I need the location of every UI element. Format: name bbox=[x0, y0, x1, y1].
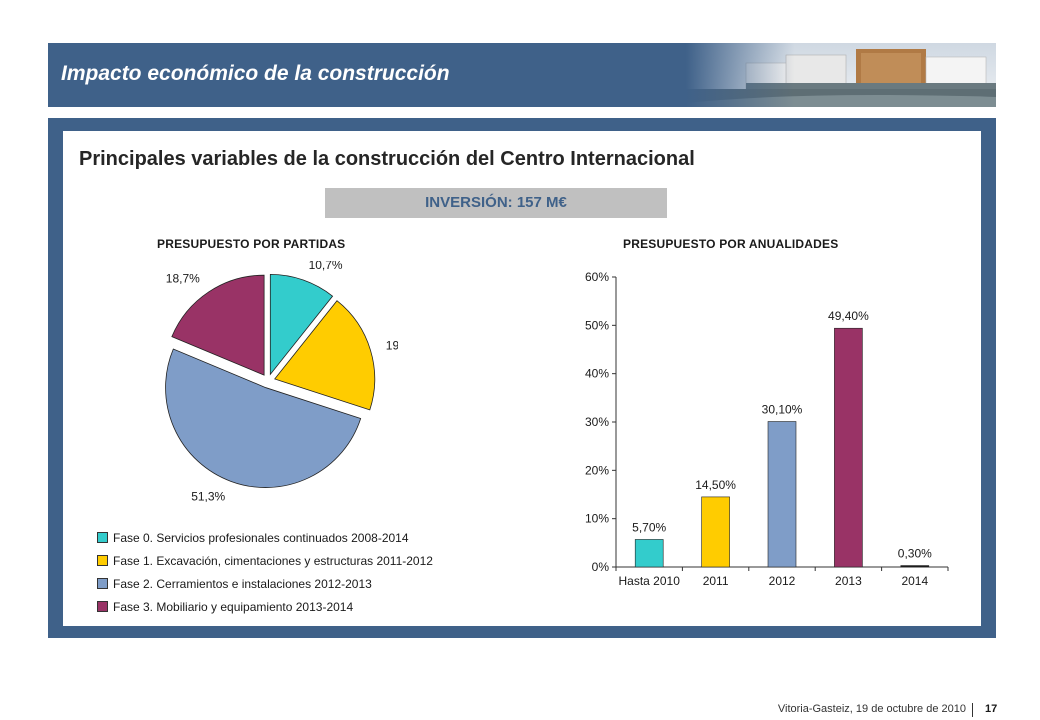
x-tick-label: 2014 bbox=[901, 574, 928, 588]
legend-item-fase1: Fase 1. Excavación, cimentaciones y estr… bbox=[97, 549, 433, 572]
bar-4 bbox=[900, 565, 930, 568]
legend-swatch-fase3 bbox=[97, 601, 108, 612]
page-title: Principales variables de la construcción… bbox=[79, 148, 695, 170]
pie-chart: 10,7% 19,3% 51,3% 18,7% bbox=[165, 261, 398, 503]
x-tick-label: 2013 bbox=[835, 574, 862, 588]
bar-3 bbox=[834, 327, 863, 568]
pie-label-fase0: 10,7% bbox=[309, 261, 343, 272]
bar-chart: 0% 10% 20% 30% 40% 50% 60% 5,70% Hasta 2010 14,50… bbox=[585, 270, 949, 588]
pie-label-fase2: 51,3% bbox=[191, 489, 225, 503]
investment-banner: INVERSIÓN: 157 M€ bbox=[325, 188, 667, 218]
pie-slice-fase0 bbox=[269, 273, 334, 376]
bar-value-label: 30,10% bbox=[762, 403, 803, 417]
bar-0 bbox=[634, 539, 664, 568]
page-number: 17 bbox=[985, 703, 998, 715]
building-photo bbox=[686, 43, 996, 107]
content-frame: Principales variables de la construcción… bbox=[48, 118, 996, 638]
pie-slice-fase3 bbox=[171, 274, 265, 376]
legend-item-fase0: Fase 0. Servicios profesionales continua… bbox=[97, 526, 433, 549]
footer-date: Vitoria-Gasteiz, 19 de octubre de 2010 bbox=[777, 703, 966, 715]
y-tick-label: 50% bbox=[585, 318, 609, 332]
bar-2 bbox=[767, 421, 797, 568]
pie-label-fase3: 18,7% bbox=[166, 272, 200, 286]
header-bar: Impacto económico de la construcción bbox=[48, 43, 996, 107]
legend-swatch-fase0 bbox=[97, 532, 108, 543]
pie-slice-fase1 bbox=[274, 300, 376, 411]
bar-value-label: 49,40% bbox=[828, 309, 869, 323]
y-tick-label: 20% bbox=[585, 463, 609, 477]
legend-swatch-fase2 bbox=[97, 578, 108, 589]
x-tick-label: Hasta 2010 bbox=[619, 574, 681, 588]
bar-value-label: 0,30% bbox=[898, 547, 932, 561]
bar-chart-title: PRESUPUESTO POR ANUALIDADES bbox=[623, 237, 839, 251]
y-tick-label: 10% bbox=[585, 512, 609, 526]
legend-label-fase2: Fase 2. Cerramientos e instalaciones 201… bbox=[113, 576, 372, 591]
bar-value-label: 5,70% bbox=[632, 520, 666, 534]
y-tick-label: 40% bbox=[585, 367, 609, 381]
content-panel: Principales variables de la construcción… bbox=[63, 131, 981, 626]
pie-slice-fase2 bbox=[165, 348, 362, 488]
x-tick-label: 2012 bbox=[769, 574, 796, 588]
bar-value-label: 14,50% bbox=[695, 478, 736, 492]
footer-separator bbox=[972, 703, 973, 717]
pie-chart-title: PRESUPUESTO POR PARTIDAS bbox=[157, 237, 346, 251]
pie-label-fase1: 19,3% bbox=[386, 339, 398, 353]
x-tick-label: 2011 bbox=[703, 574, 729, 588]
legend-label-fase3: Fase 3. Mobiliario y equipamiento 2013-2… bbox=[113, 599, 354, 614]
legend-item-fase2: Fase 2. Cerramientos e instalaciones 201… bbox=[97, 572, 433, 595]
bar-1 bbox=[701, 496, 730, 568]
y-tick-label: 60% bbox=[585, 270, 609, 284]
y-tick-label: 0% bbox=[592, 560, 610, 574]
legend-swatch-fase1 bbox=[97, 555, 108, 566]
pie-legend: Fase 0. Servicios profesionales continua… bbox=[97, 526, 433, 618]
header-title: Impacto económico de la construcción bbox=[61, 62, 450, 85]
legend-label-fase1: Fase 1. Excavación, cimentaciones y estr… bbox=[113, 553, 433, 568]
legend-item-fase3: Fase 3. Mobiliario y equipamiento 2013-2… bbox=[97, 595, 433, 618]
legend-label-fase0: Fase 0. Servicios profesionales continua… bbox=[113, 530, 409, 545]
y-tick-label: 30% bbox=[585, 415, 609, 429]
